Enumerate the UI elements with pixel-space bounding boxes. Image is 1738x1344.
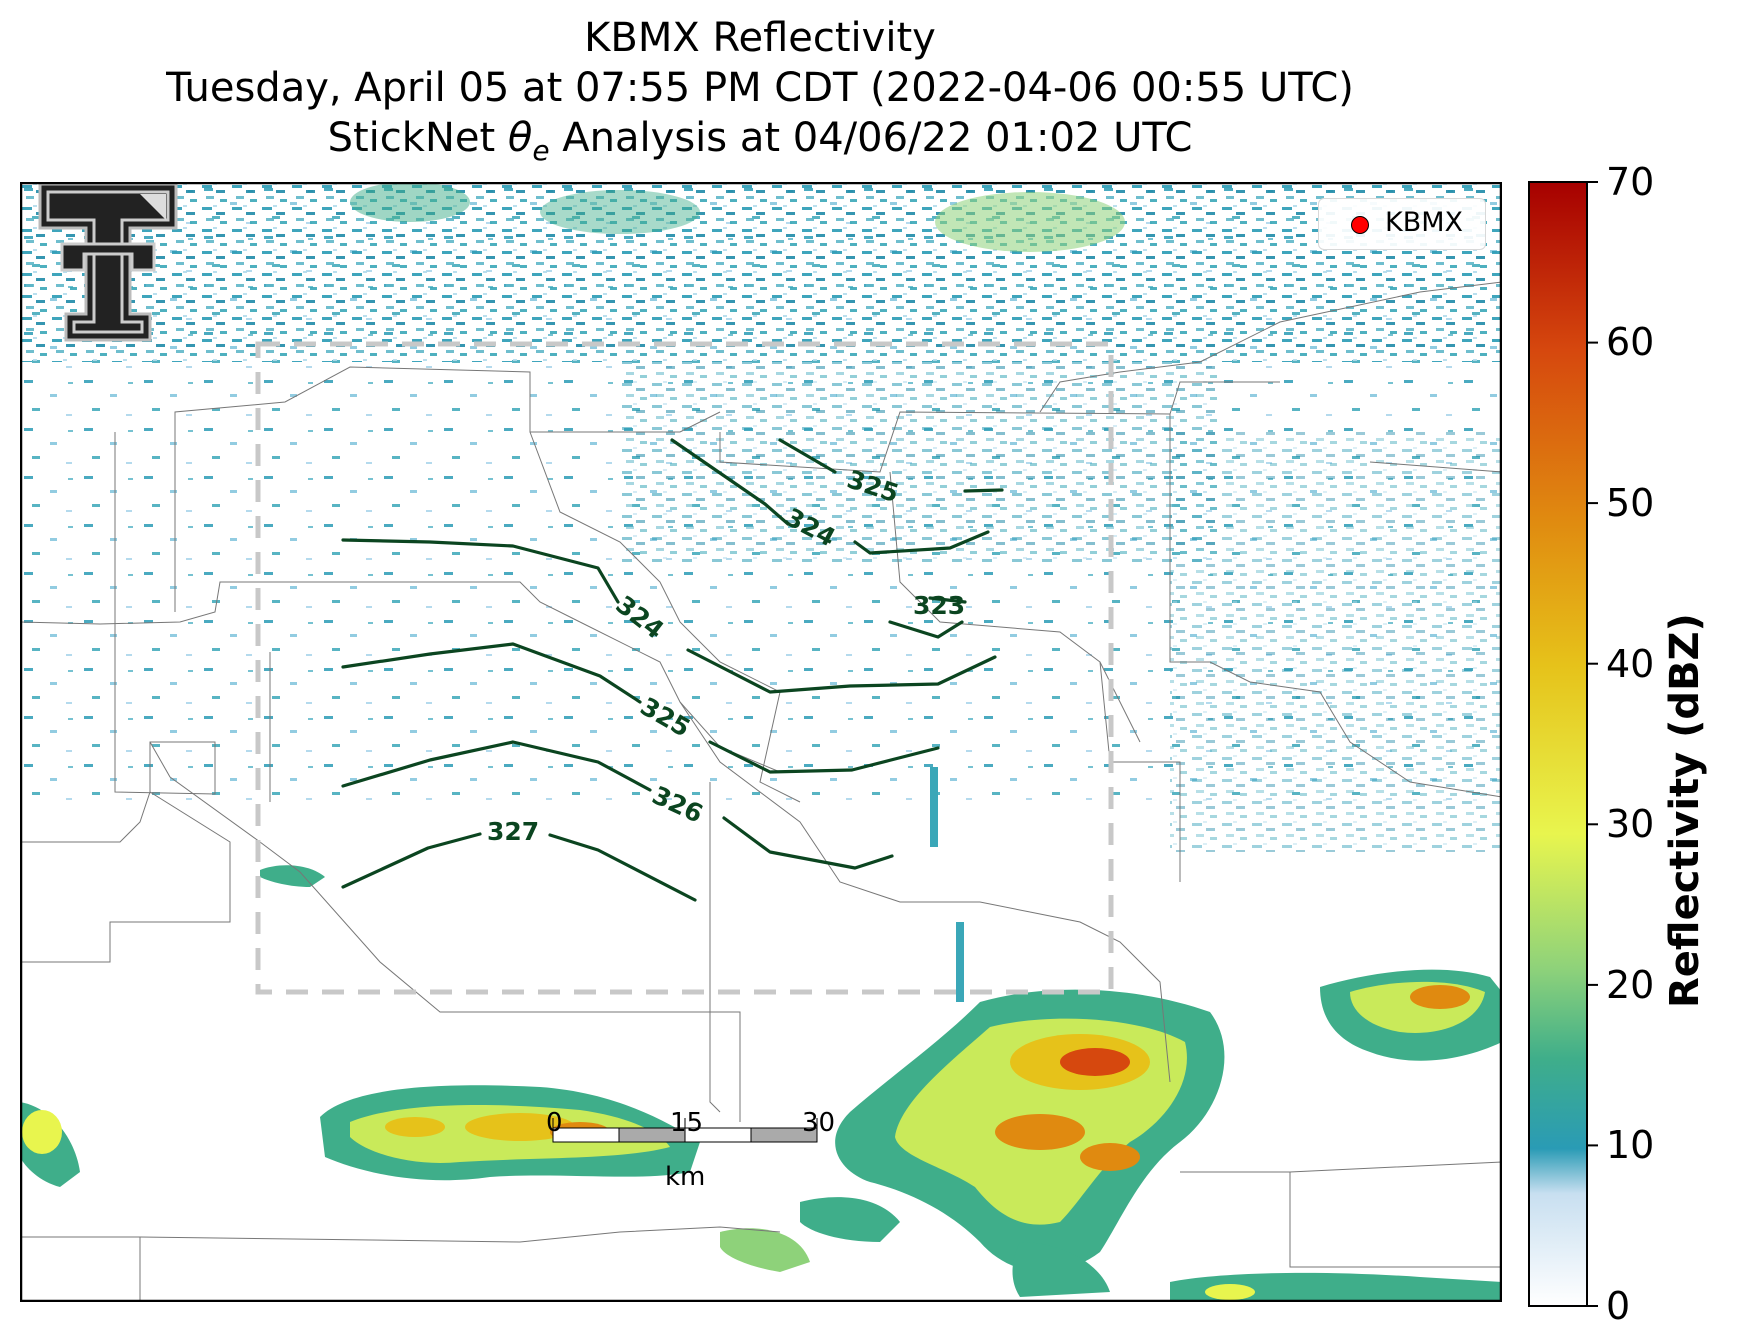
radar-map: 325 324 323 324 325 326 327 (20, 182, 1502, 1302)
scale-bar-tick: 15 (670, 1108, 704, 1138)
scale-bar (552, 1118, 818, 1143)
texas-tech-double-t-logo (38, 182, 178, 342)
colorbar-tick: 50 (1606, 481, 1655, 525)
legend-label: KBMX (1385, 207, 1464, 238)
reflectivity-colorbar (1528, 181, 1598, 1307)
radar-site-marker-icon (1351, 216, 1369, 234)
colorbar-tick: 70 (1606, 160, 1655, 204)
colorbar-tick: 30 (1606, 802, 1655, 846)
colorbar-label: Reflectivity (dBZ) (1662, 613, 1708, 1008)
map-subtitle-time: Tuesday, April 05 at 07:55 PM CDT (2022-… (166, 65, 1354, 111)
analysis-domain-box (255, 341, 1114, 995)
map-frame (20, 182, 1502, 1302)
radar-echoes (20, 182, 1502, 1302)
contour-label: 323 (913, 591, 965, 620)
scale-bar-unit: km (665, 1162, 706, 1192)
theta-e-contours (341, 438, 1004, 902)
colorbar-tick: 20 (1606, 963, 1655, 1007)
map-subtitle-analysis: StickNet θe Analysis at 04/06/22 01:02 U… (327, 115, 1193, 167)
county-boundaries (20, 281, 1502, 1302)
contour-label: 327 (487, 817, 539, 846)
colorbar-tick: 60 (1606, 320, 1655, 364)
colorbar-tick: 10 (1606, 1123, 1655, 1167)
colorbar-tick: 0 (1606, 1284, 1631, 1328)
scale-bar-tick: 30 (802, 1108, 836, 1138)
colorbar-tick: 40 (1606, 642, 1655, 686)
map-title: KBMX Reflectivity (584, 15, 936, 61)
scale-bar-tick: 0 (546, 1108, 563, 1138)
map-legend: KBMX (1318, 198, 1486, 250)
